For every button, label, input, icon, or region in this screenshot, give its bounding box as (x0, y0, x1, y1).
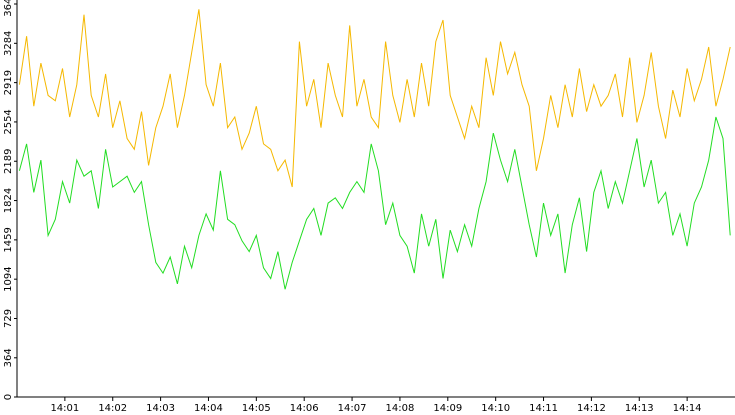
x-tick-label: 14:05 (242, 403, 271, 414)
y-tick-label: 2919 (3, 70, 14, 95)
x-tick-label: 14:12 (577, 403, 606, 414)
y-tick-label: 1824 (3, 188, 14, 213)
x-tick-label: 14:14 (673, 403, 702, 414)
y-tick-label: 364 (3, 348, 14, 367)
line-series (18, 116, 731, 290)
x-tick-label: 14:09 (433, 403, 462, 414)
y-tick-label: 1459 (3, 227, 14, 252)
y-tick-label: 3284 (3, 31, 14, 56)
y-tick-label: 2554 (3, 109, 14, 134)
y-tick-label: 0 (3, 394, 14, 400)
line-series (18, 9, 731, 188)
x-tick-label: 14:07 (338, 403, 367, 414)
x-tick-label: 14:11 (529, 403, 558, 414)
x-tick-label: 14:04 (194, 403, 223, 414)
x-tick-label: 14:03 (146, 403, 175, 414)
x-tick-label: 14:10 (481, 403, 510, 414)
x-tick-label: 14:13 (625, 403, 654, 414)
x-tick-label: 14:01 (50, 403, 79, 414)
y-tick-label: 1094 (3, 266, 14, 291)
y-tick-label: 2189 (3, 149, 14, 174)
y-tick-label: 729 (3, 309, 14, 328)
x-tick-label: 14:08 (386, 403, 415, 414)
x-tick-label: 14:06 (290, 403, 319, 414)
y-tick-label: 3649 (3, 0, 14, 17)
x-tick-label: 14:02 (98, 403, 127, 414)
